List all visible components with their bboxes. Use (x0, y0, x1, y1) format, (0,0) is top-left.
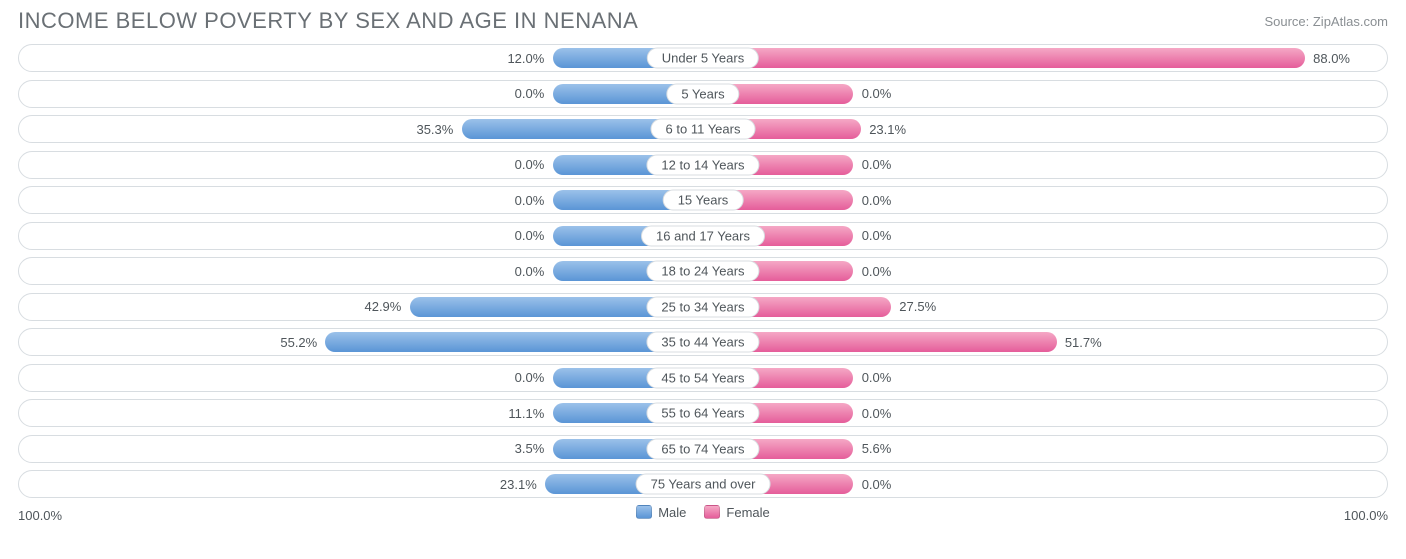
male-pct-label: 0.0% (515, 81, 545, 107)
male-pct-label: 12.0% (507, 45, 544, 71)
female-pct-label: 88.0% (1313, 45, 1350, 71)
axis-left-label: 100.0% (18, 508, 62, 523)
age-label: 12 to 14 Years (646, 154, 759, 175)
bar-row: 0.0% 0.0% 15 Years (18, 186, 1388, 214)
female-swatch-icon (704, 505, 720, 519)
female-pct-label: 5.6% (862, 436, 892, 462)
male-pct-label: 0.0% (515, 365, 545, 391)
male-pct-label: 0.0% (515, 152, 545, 178)
age-label: 6 to 11 Years (651, 119, 756, 140)
legend-male-label: Male (658, 505, 686, 520)
legend: Male Female (0, 505, 1406, 520)
chart-header: INCOME BELOW POVERTY BY SEX AND AGE IN N… (0, 0, 1406, 44)
male-pct-label: 42.9% (364, 294, 401, 320)
bar-row: 35.3% 23.1% 6 to 11 Years (18, 115, 1388, 143)
male-pct-label: 55.2% (280, 329, 317, 355)
bar-row: 0.0% 0.0% 5 Years (18, 80, 1388, 108)
male-pct-label: 0.0% (515, 223, 545, 249)
chart-source: Source: ZipAtlas.com (1264, 14, 1388, 29)
age-label: 16 and 17 Years (641, 225, 765, 246)
female-pct-label: 0.0% (862, 471, 892, 497)
male-pct-label: 0.0% (515, 187, 545, 213)
female-pct-label: 0.0% (862, 400, 892, 426)
bar-row: 3.5% 5.6% 65 to 74 Years (18, 435, 1388, 463)
male-pct-label: 3.5% (515, 436, 545, 462)
chart-title: INCOME BELOW POVERTY BY SEX AND AGE IN N… (18, 8, 638, 34)
female-bar (703, 48, 1305, 68)
female-pct-label: 0.0% (862, 365, 892, 391)
bar-row: 12.0% 88.0% Under 5 Years (18, 44, 1388, 72)
age-label: 15 Years (663, 190, 744, 211)
bar-row: 42.9% 27.5% 25 to 34 Years (18, 293, 1388, 321)
female-pct-label: 0.0% (862, 223, 892, 249)
bar-row: 0.0% 0.0% 16 and 17 Years (18, 222, 1388, 250)
age-label: Under 5 Years (647, 48, 759, 69)
female-pct-label: 0.0% (862, 258, 892, 284)
male-pct-label: 23.1% (500, 471, 537, 497)
female-pct-label: 0.0% (862, 81, 892, 107)
bar-row: 11.1% 0.0% 55 to 64 Years (18, 399, 1388, 427)
female-pct-label: 23.1% (869, 116, 906, 142)
bar-row: 0.0% 0.0% 18 to 24 Years (18, 257, 1388, 285)
female-pct-label: 0.0% (862, 152, 892, 178)
male-pct-label: 0.0% (515, 258, 545, 284)
female-pct-label: 51.7% (1065, 329, 1102, 355)
age-label: 65 to 74 Years (646, 438, 759, 459)
female-pct-label: 27.5% (899, 294, 936, 320)
legend-item-male: Male (636, 505, 686, 520)
age-label: 18 to 24 Years (646, 261, 759, 282)
legend-item-female: Female (704, 505, 769, 520)
age-label: 55 to 64 Years (646, 403, 759, 424)
male-pct-label: 35.3% (416, 116, 453, 142)
bar-row: 0.0% 0.0% 45 to 54 Years (18, 364, 1388, 392)
age-label: 45 to 54 Years (646, 367, 759, 388)
bar-row: 23.1% 0.0% 75 Years and over (18, 470, 1388, 498)
axis-right-label: 100.0% (1344, 508, 1388, 523)
male-swatch-icon (636, 505, 652, 519)
age-label: 35 to 44 Years (646, 332, 759, 353)
male-pct-label: 11.1% (508, 400, 544, 426)
diverging-bar-chart: 12.0% 88.0% Under 5 Years 0.0% 0.0% 5 Years 35… (0, 44, 1406, 498)
age-label: 5 Years (666, 83, 739, 104)
legend-female-label: Female (726, 505, 769, 520)
age-label: 75 Years and over (636, 474, 771, 495)
female-pct-label: 0.0% (862, 187, 892, 213)
bar-row: 55.2% 51.7% 35 to 44 Years (18, 328, 1388, 356)
age-label: 25 to 34 Years (646, 296, 759, 317)
bar-row: 0.0% 0.0% 12 to 14 Years (18, 151, 1388, 179)
